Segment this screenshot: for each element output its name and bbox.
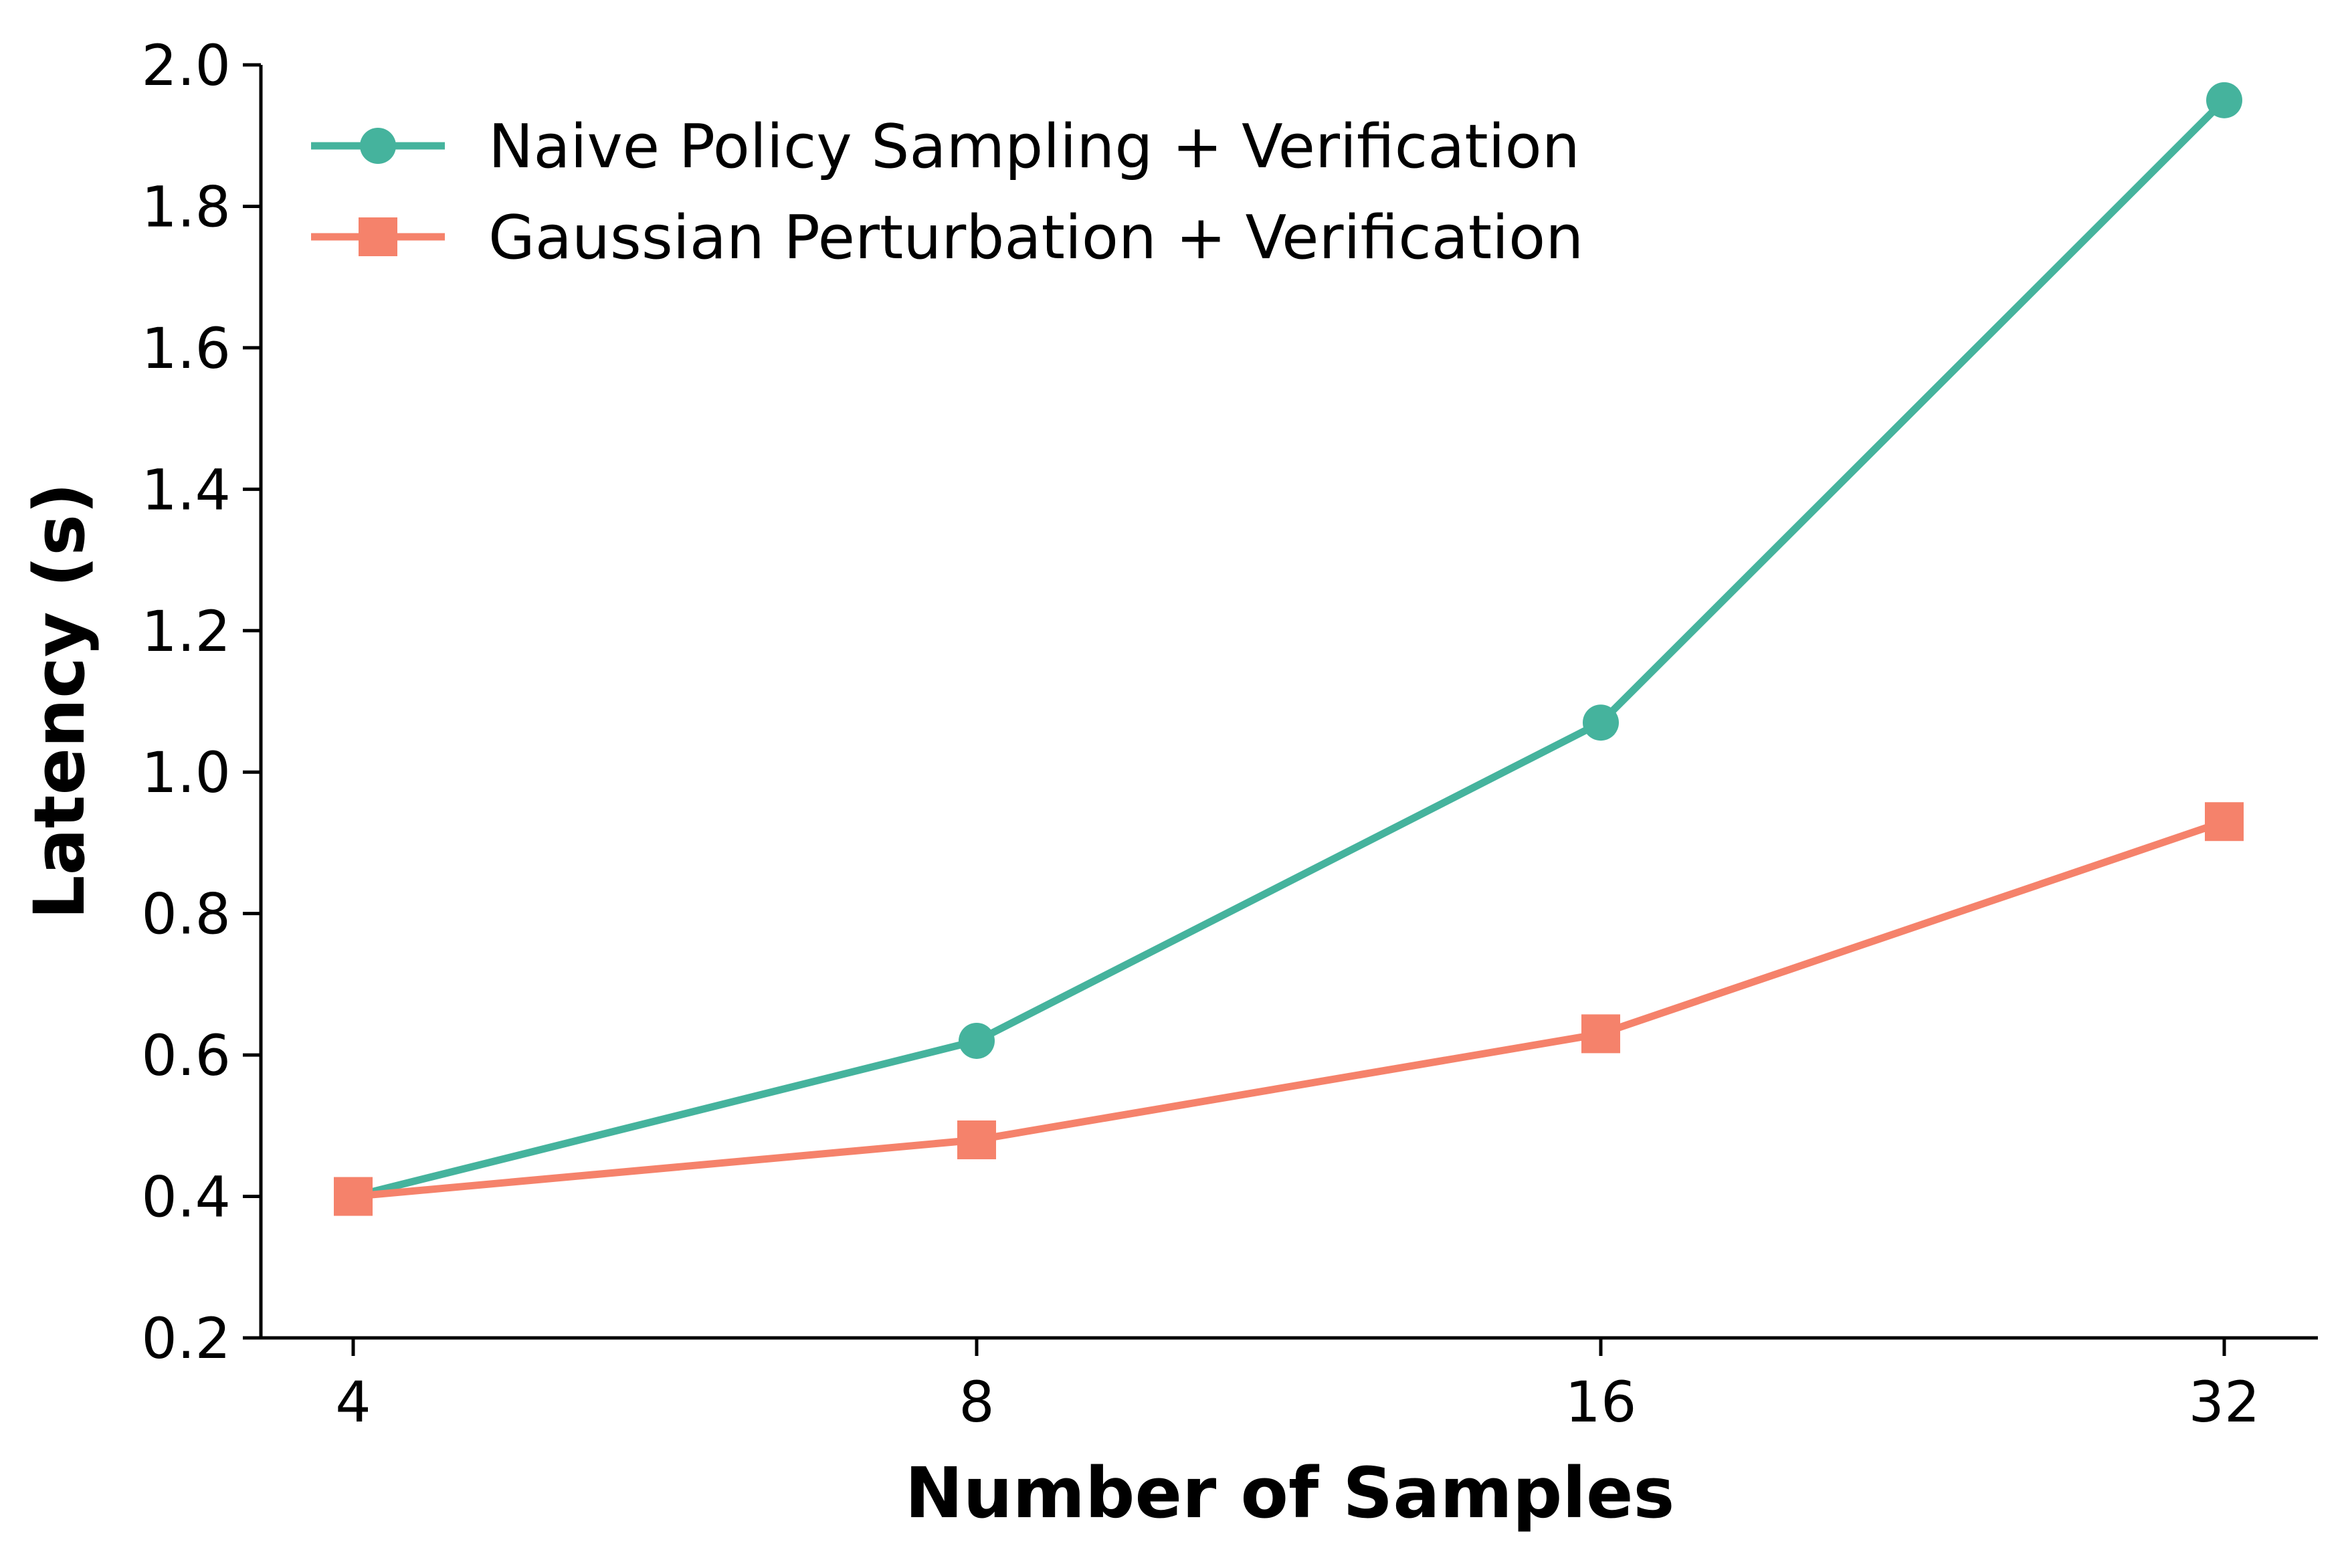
- series-1-point: [1581, 1014, 1620, 1054]
- legend-label-gaussian: Gaussian Perturbation + Verification: [488, 203, 1583, 273]
- y-tick-label: 0.4: [141, 1165, 231, 1230]
- series-0-point: [959, 1022, 995, 1059]
- legend-label-naive: Naive Policy Sampling + Verification: [488, 112, 1580, 182]
- y-tick-label: 0.8: [141, 882, 231, 947]
- series-1-point: [2205, 802, 2244, 842]
- y-tick-label: 0.6: [141, 1023, 231, 1088]
- y-tick-label: 1.0: [141, 740, 231, 805]
- series-0-point: [1583, 704, 1619, 741]
- y-tick-label: 1.2: [141, 599, 231, 664]
- series-1-point: [334, 1177, 373, 1216]
- y-tick-label: 0.2: [141, 1306, 231, 1371]
- y-tick-label: 1.6: [141, 316, 231, 381]
- x-tick-label: 16: [1565, 1369, 1637, 1435]
- x-tick-label: 4: [335, 1369, 371, 1435]
- series-0-point: [2206, 82, 2242, 118]
- y-tick-label: 1.4: [141, 457, 231, 522]
- y-tick-label: 1.8: [141, 174, 231, 239]
- legend-marker-naive: [360, 128, 396, 164]
- legend: Naive Policy Sampling + Verification Gau…: [311, 112, 1583, 273]
- legend-marker-gaussian: [359, 217, 397, 256]
- x-tick-label: 32: [2189, 1369, 2260, 1435]
- series: [334, 82, 2244, 1216]
- series-line-0: [349, 96, 2228, 1201]
- x-axis-title: Number of Samples: [905, 1452, 1675, 1534]
- x-tick-label: 8: [959, 1369, 994, 1435]
- ticks: 0.2 0.4 0.6 0.8 1.0 1.2 1.4 1.6 1.8 2.0 4 8 16 32: [141, 33, 2260, 1435]
- axes: [259, 65, 2318, 1340]
- y-tick-label: 2.0: [141, 33, 231, 98]
- series-1-point: [957, 1120, 996, 1159]
- series-line-1: [349, 817, 2228, 1201]
- y-axis-title: Latency (s): [19, 482, 100, 919]
